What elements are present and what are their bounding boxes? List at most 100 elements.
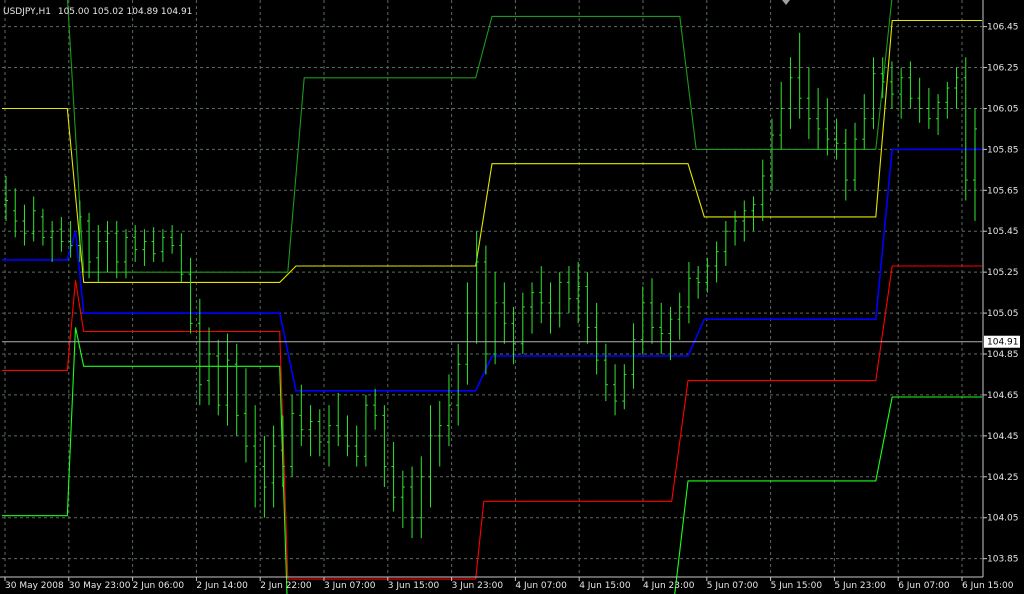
ohlc-bar xyxy=(862,94,867,150)
time-tick-label: 5 Jun 15:00 xyxy=(771,581,823,591)
ohlc-bar xyxy=(271,425,276,508)
current-price-label: 104.91 xyxy=(987,338,1019,348)
ohlc-bar xyxy=(262,435,267,518)
price-tick-label: 106.05 xyxy=(987,104,1019,114)
price-tick-label: 105.25 xyxy=(987,268,1019,278)
time-tick-label: 2 Jun 14:00 xyxy=(196,581,248,591)
ohlc-bar xyxy=(410,466,415,539)
time-tick-label: 4 Jun 07:00 xyxy=(515,581,567,591)
ohlc-bar xyxy=(474,231,479,344)
ohlc-bar xyxy=(566,266,571,314)
ohlc-bar xyxy=(686,261,691,324)
ohlc-values: 105.00 105.02 104.89 104.91 xyxy=(58,7,193,17)
series-yellow xyxy=(2,19,982,283)
time-tick-label: 4 Jun 15:00 xyxy=(579,581,631,591)
ohlc-bar xyxy=(77,200,82,262)
ohlc-bar xyxy=(40,208,45,246)
ohlc-bar xyxy=(640,286,645,355)
chart-shift-marker-icon[interactable] xyxy=(782,0,790,5)
ohlc-bar xyxy=(705,257,710,293)
ohlc-bar xyxy=(899,67,904,119)
time-tick-label: 3 Jun 15:00 xyxy=(388,581,440,591)
ohlc-bar xyxy=(336,392,341,447)
current-price-box: 104.91 xyxy=(984,335,1020,348)
price-tick-label: 105.45 xyxy=(987,227,1019,237)
ohlc-bar xyxy=(308,405,313,457)
time-tick-label: 5 Jun 23:00 xyxy=(834,581,886,591)
ohlc-bar xyxy=(391,441,396,512)
ohlc-bar xyxy=(659,302,664,355)
ohlc-bar xyxy=(59,216,64,252)
price-bars xyxy=(4,32,977,539)
ohlc-bar xyxy=(936,94,941,136)
price-tick-label: 106.25 xyxy=(987,64,1019,74)
time-tick-label: 3 Jun 23:00 xyxy=(452,581,504,591)
time-tick-label: 6 Jun 15:00 xyxy=(962,581,1014,591)
price-tick-label: 104.85 xyxy=(987,350,1019,360)
time-tick-label: 3 Jun 07:00 xyxy=(324,581,376,591)
price-tick-label: 104.25 xyxy=(987,473,1019,483)
indicator-lines xyxy=(2,0,982,594)
ohlc-bar xyxy=(456,343,461,426)
ohlc-bar xyxy=(917,77,922,123)
ohlc-bar xyxy=(696,266,701,299)
ohlc-bar xyxy=(197,298,202,406)
price-tick-label: 103.85 xyxy=(987,555,1019,565)
ohlc-bar xyxy=(382,405,387,488)
ohlc-bar xyxy=(751,196,756,232)
time-tick-label: 4 Jun 23:00 xyxy=(643,581,695,591)
ohlc-bar xyxy=(151,227,156,262)
ohlc-bar xyxy=(594,302,599,375)
ohlc-bar xyxy=(428,405,433,508)
ohlc-bar xyxy=(345,415,350,457)
ohlc-bar xyxy=(871,57,876,129)
ohlc-bar xyxy=(816,87,821,150)
ohlc-bar xyxy=(105,220,110,273)
ohlc-bar xyxy=(650,278,654,344)
ohlc-bar xyxy=(234,343,239,436)
price-tick-label: 104.65 xyxy=(987,391,1019,401)
price-tick-label: 105.65 xyxy=(987,186,1019,196)
ohlc-bar xyxy=(511,306,516,365)
ohlc-bar xyxy=(889,61,894,109)
ohlc-bar xyxy=(530,282,535,334)
ohlc-bar xyxy=(13,188,18,238)
series-upper-green xyxy=(66,0,893,273)
ohlc-bar xyxy=(96,225,101,283)
ohlc-bar xyxy=(825,98,830,156)
ohlc-bar xyxy=(225,333,230,426)
ohlc-bar xyxy=(622,364,627,410)
ohlc-bar xyxy=(419,456,424,539)
ohlc-bar xyxy=(520,292,525,355)
ohlc-bar xyxy=(733,210,738,246)
ohlc-bar xyxy=(788,57,793,129)
ohlc-bar xyxy=(631,323,636,389)
ohlc-bar xyxy=(502,282,507,344)
ohlc-bar xyxy=(354,425,359,467)
ohlc-bar xyxy=(843,128,848,201)
series-blue xyxy=(2,148,982,392)
ohlc-bar xyxy=(880,57,885,99)
series-lower-green xyxy=(2,327,982,594)
ohlc-bar xyxy=(363,394,368,467)
price-axis[interactable]: 106.45 106.25 106.05 105.85 105.65 105.45 105.… xyxy=(982,0,1020,577)
ohlc-bar xyxy=(4,175,8,221)
ohlc-bar xyxy=(465,282,470,385)
ohlc-bar xyxy=(243,368,248,463)
ohlc-bar xyxy=(253,405,258,508)
ohlc-bar xyxy=(742,200,747,242)
symbol-label: USDJPY,H1 xyxy=(3,7,51,17)
price-tick-label: 104.45 xyxy=(987,432,1019,442)
ohlc-bar xyxy=(290,394,295,477)
ohlc-bar xyxy=(299,384,304,447)
ohlc-bar xyxy=(133,225,138,262)
ohlc-bar xyxy=(22,204,27,246)
ohlc-bar xyxy=(483,245,488,375)
ohlc-bar xyxy=(613,364,618,416)
ohlc-bar xyxy=(446,374,451,447)
ohlc-bar xyxy=(317,409,322,457)
time-axis[interactable]: 30 May 2008 30 May 23:00 2 Jun 06:00 2 Jun … xyxy=(0,576,1014,591)
time-tick-label: 2 Jun 06:00 xyxy=(133,581,185,591)
